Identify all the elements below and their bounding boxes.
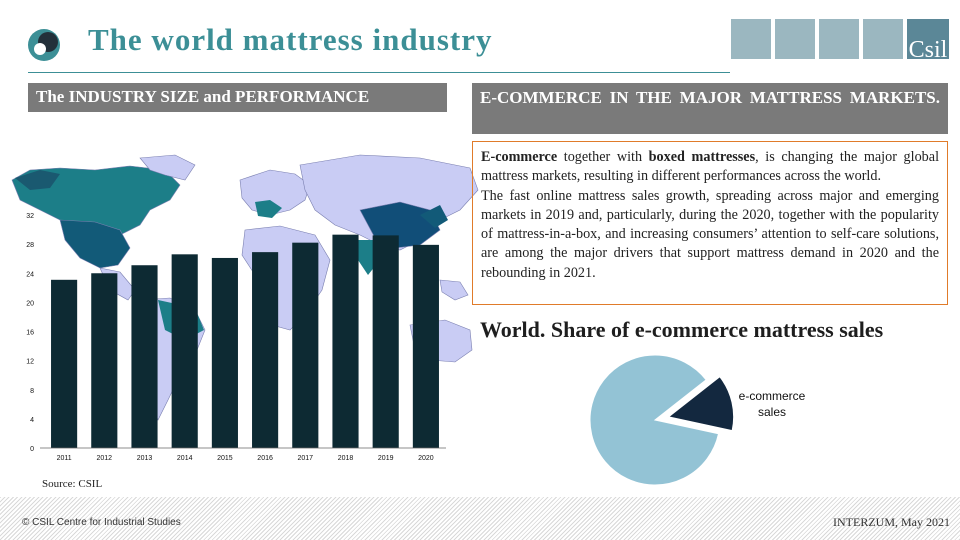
bar-2015 bbox=[211, 257, 238, 448]
x-tick-label: 2014 bbox=[177, 455, 193, 462]
bar-2019 bbox=[372, 235, 399, 448]
bar-2013 bbox=[131, 265, 158, 448]
x-tick-label: 2018 bbox=[338, 455, 354, 462]
ecommerce-pie-chart: e-commerce sales bbox=[589, 354, 806, 486]
footer-band bbox=[0, 497, 960, 540]
footer-copyright: © CSIL Centre for Industrial Studies bbox=[22, 517, 181, 528]
y-tick-label: 24 bbox=[26, 271, 34, 278]
pie-chart-title: World. Share of e-commerce mattress sale… bbox=[480, 317, 884, 342]
bar-2020 bbox=[412, 244, 439, 448]
bar-2017 bbox=[292, 242, 319, 448]
x-tick-label: 2019 bbox=[378, 455, 394, 462]
brand-square bbox=[775, 19, 815, 59]
footer-event: INTERZUM, May 2021 bbox=[833, 515, 950, 529]
pie-slice-other bbox=[589, 354, 720, 486]
page-title: The world mattress industry bbox=[88, 22, 493, 57]
x-tick-label: 2017 bbox=[298, 455, 314, 462]
x-tick-label: 2013 bbox=[137, 455, 153, 462]
pie-label-ecommerce-line2: sales bbox=[758, 405, 786, 419]
bar-2016 bbox=[252, 252, 279, 448]
brand-square-logo bbox=[907, 19, 949, 59]
bar-2018 bbox=[332, 234, 359, 448]
y-tick-label: 20 bbox=[26, 300, 34, 307]
section-heading-ecommerce: E-COMMERCE IN THE MAJOR MATTRESS MARKETS… bbox=[472, 83, 948, 134]
y-axis: 0 4 8 12 16 20 24 28 32 bbox=[26, 213, 34, 453]
x-tick-label: 2016 bbox=[257, 455, 273, 462]
paragraph-1: E-commerce together with boxed mattresse… bbox=[481, 148, 939, 187]
x-axis: 2011 2012 2013 2014 2015 2016 2017 2018 2019 2020 bbox=[40, 447, 446, 462]
title-divider bbox=[28, 72, 730, 73]
y-tick-label: 8 bbox=[30, 388, 34, 395]
paragraph-2: The fast online mattress sales growth, s… bbox=[481, 187, 939, 281]
chart-source: Source: CSIL bbox=[42, 478, 103, 490]
csil-logo-icon bbox=[28, 29, 60, 61]
section-heading-industry: The INDUSTRY SIZE and PERFORMANCE bbox=[28, 83, 447, 112]
x-tick-label: 2011 bbox=[57, 455, 72, 462]
brand-name: Csil bbox=[908, 37, 948, 63]
y-tick-label: 4 bbox=[30, 417, 34, 424]
pie-label-ecommerce-line1: e-commerce bbox=[739, 389, 806, 403]
y-tick-label: 16 bbox=[26, 330, 34, 337]
bold-boxed-mattresses: boxed mattresses bbox=[648, 149, 756, 165]
bar-2012 bbox=[91, 273, 118, 448]
x-tick-label: 2020 bbox=[418, 455, 434, 462]
y-tick-label: 0 bbox=[30, 446, 34, 453]
bar-2014 bbox=[171, 254, 198, 448]
world-map-background bbox=[11, 154, 479, 421]
industry-bar-chart: 0 4 8 12 16 20 24 28 32 2011 2012 2013 2014 2015 2016… bbox=[11, 154, 479, 462]
x-tick-label: 2015 bbox=[217, 455, 233, 462]
y-tick-label: 28 bbox=[26, 242, 34, 249]
y-tick-label: 12 bbox=[26, 359, 34, 366]
pie-slice-ecommerce bbox=[667, 375, 735, 432]
bold-ecommerce: E-commerce bbox=[481, 149, 558, 165]
brand-square bbox=[819, 19, 859, 59]
ecommerce-description: E-commerce together with boxed mattresse… bbox=[472, 141, 948, 305]
brand-square bbox=[731, 19, 771, 59]
para1-text-b: , is changing the major global mattress … bbox=[481, 149, 940, 185]
brand-square bbox=[863, 19, 903, 59]
pie-slices bbox=[589, 354, 735, 486]
para1-text-a: together with bbox=[557, 149, 649, 165]
x-tick-label: 2012 bbox=[97, 455, 113, 462]
bar-2011 bbox=[51, 279, 78, 448]
y-tick-label: 32 bbox=[26, 213, 34, 220]
bars-layer bbox=[51, 234, 439, 448]
